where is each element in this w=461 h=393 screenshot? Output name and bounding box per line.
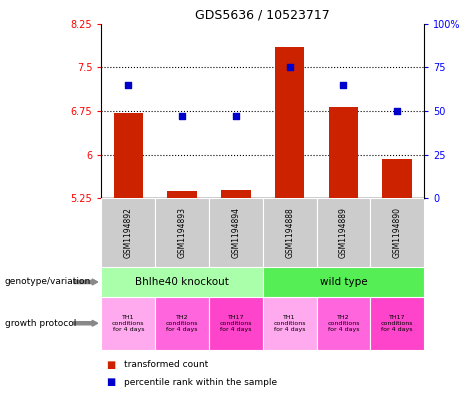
Point (394, 108, 401, 114)
Bar (317, 297, 370, 350)
Text: TH17
conditions
for 4 days: TH17 conditions for 4 days (219, 315, 252, 332)
Text: TH2
conditions
for 4 days: TH2 conditions for 4 days (327, 315, 360, 332)
Text: TH1
conditions
for 4 days: TH1 conditions for 4 days (112, 315, 145, 332)
Bar (101, 198, 155, 267)
Text: TH17
conditions
for 4 days: TH17 conditions for 4 days (381, 315, 414, 332)
Bar (263, 267, 424, 297)
Text: Bhlhe40 knockout: Bhlhe40 knockout (135, 277, 229, 287)
Text: GSM1194892: GSM1194892 (124, 208, 133, 258)
Point (286, 64, 293, 70)
Title: GDS5636 / 10523717: GDS5636 / 10523717 (195, 8, 330, 21)
Bar (167, 191, 197, 198)
Bar (113, 113, 143, 198)
Text: GSM1194889: GSM1194889 (339, 208, 348, 258)
Bar (155, 297, 209, 350)
Bar (209, 297, 263, 350)
Bar (317, 198, 370, 267)
Text: TH2
conditions
for 4 days: TH2 conditions for 4 days (166, 315, 198, 332)
Bar (370, 198, 424, 267)
Point (178, 113, 186, 119)
Text: GSM1194888: GSM1194888 (285, 208, 294, 258)
Point (232, 113, 240, 119)
Text: genotype/variation: genotype/variation (5, 277, 91, 286)
Bar (155, 198, 209, 267)
Bar (263, 198, 317, 267)
Bar (101, 267, 263, 297)
Bar (221, 190, 251, 198)
Text: GSM1194893: GSM1194893 (177, 208, 187, 258)
Bar (209, 198, 263, 267)
Bar (263, 297, 317, 350)
Bar (101, 297, 155, 350)
Text: growth protocol: growth protocol (5, 319, 76, 328)
Bar (383, 160, 412, 198)
Text: percentile rank within the sample: percentile rank within the sample (124, 378, 278, 387)
Point (340, 82, 347, 88)
Bar (275, 47, 304, 198)
Bar (370, 297, 424, 350)
Text: GSM1194894: GSM1194894 (231, 208, 240, 258)
Text: ■: ■ (106, 360, 115, 370)
Bar (329, 107, 358, 198)
Text: ■: ■ (106, 377, 115, 387)
Text: transformed count: transformed count (124, 360, 209, 369)
Text: wild type: wild type (319, 277, 367, 287)
Point (124, 82, 132, 88)
Text: TH1
conditions
for 4 days: TH1 conditions for 4 days (273, 315, 306, 332)
Text: GSM1194890: GSM1194890 (393, 208, 402, 258)
